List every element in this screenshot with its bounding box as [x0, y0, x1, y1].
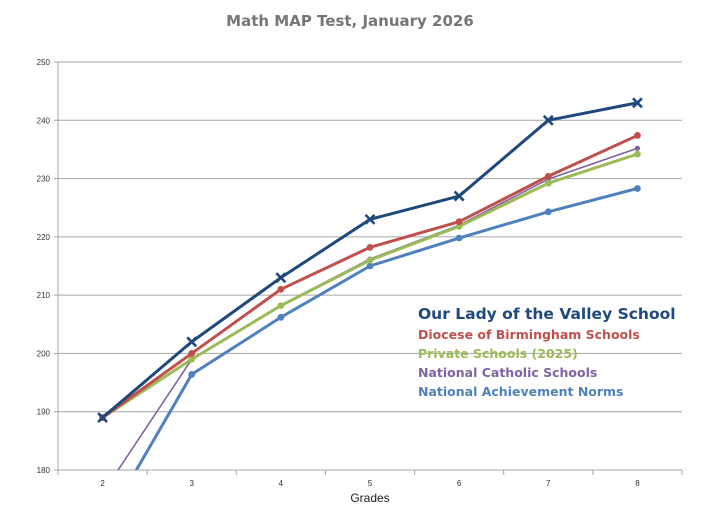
legend-entry: Private Schools (2025): [418, 346, 578, 361]
data-point: [634, 145, 641, 151]
data-point-x-marker: [97, 412, 108, 423]
x-tick-label: 6: [457, 479, 462, 488]
data-point-x-marker: [453, 190, 465, 202]
gridlines: [57, 61, 682, 471]
x-tick-label: 8: [635, 479, 640, 488]
data-point: [544, 179, 552, 187]
x-marker-stroke: [364, 213, 376, 225]
x-marker-stroke: [453, 190, 465, 202]
x-marker-stroke: [275, 272, 287, 284]
series-markers: [97, 97, 643, 423]
legend-entry: National Catholic Schools: [418, 365, 597, 380]
data-point: [366, 262, 374, 270]
legend-entry: Our Lady of the Valley School: [418, 305, 676, 323]
x-marker-stroke: [186, 336, 198, 348]
x-tick-label: 3: [189, 479, 194, 488]
x-marker-stroke: [97, 412, 108, 423]
x-axis-label: Grades: [350, 491, 389, 505]
data-point: [455, 218, 463, 226]
y-tick-label: 200: [37, 349, 51, 358]
data-point: [188, 355, 196, 363]
x-marker-stroke: [542, 114, 554, 126]
data-point: [544, 208, 552, 216]
data-point: [366, 256, 374, 264]
x-axis-ticks: 2 3 4 5 6 7 8: [57, 470, 683, 488]
data-point-x-marker: [542, 114, 554, 126]
data-point: [188, 371, 196, 378]
x-tick-label: 4: [279, 479, 284, 488]
y-tick-label: 180: [37, 466, 51, 475]
y-tick-label: 210: [37, 291, 51, 300]
data-point: [366, 243, 374, 251]
x-tick-label: 2: [100, 479, 105, 488]
x-tick-label: 5: [368, 479, 373, 488]
chart-title: Math MAP Test, January 2026: [226, 12, 474, 30]
legend-entry: National Achievement Norms: [418, 384, 624, 399]
data-point: [277, 302, 285, 310]
data-point: [277, 313, 285, 321]
data-point-x-marker: [632, 97, 643, 109]
y-tick-label: 220: [37, 233, 51, 242]
data-point: [544, 172, 552, 180]
data-point-x-marker: [275, 272, 287, 284]
y-tick-label: 240: [37, 116, 51, 125]
y-axis-ticks: 180 190 200 210 220 230 240 250: [37, 58, 58, 475]
data-point: [634, 150, 641, 158]
data-point-x-marker: [186, 336, 198, 348]
data-point: [455, 222, 463, 230]
y-tick-label: 190: [37, 408, 51, 417]
legend: Our Lady of the Valley School Diocese of …: [418, 305, 676, 399]
data-point: [277, 285, 285, 293]
data-point: [455, 234, 463, 242]
legend-entry: Diocese of Birmingham Schools: [418, 327, 640, 342]
data-point-x-marker: [364, 213, 376, 225]
data-point: [634, 185, 641, 192]
data-point: [188, 350, 196, 357]
data-point: [634, 132, 641, 139]
x-tick-label: 7: [546, 479, 551, 488]
x-marker-stroke: [632, 97, 643, 109]
y-tick-label: 250: [37, 58, 51, 67]
y-tick-label: 230: [37, 175, 51, 184]
